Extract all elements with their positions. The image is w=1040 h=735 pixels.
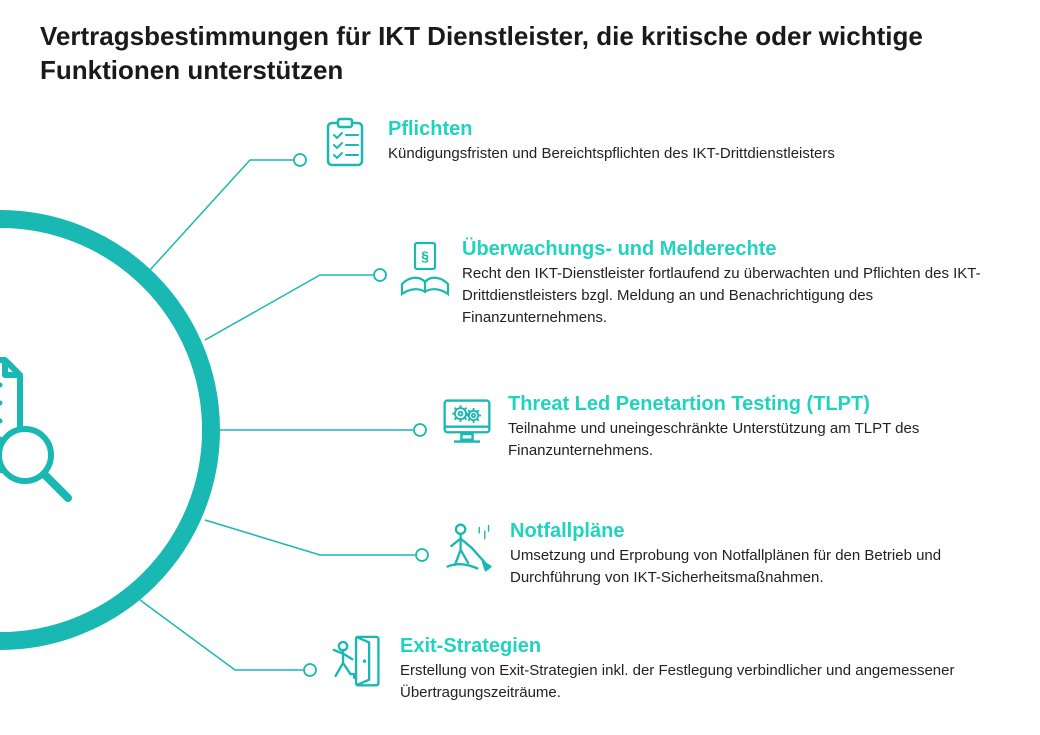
item-text-exit: Exit-StrategienErstellung von Exit-Strat… xyxy=(400,635,960,704)
item-desc: Teilnahme und uneingeschränkte Unterstüt… xyxy=(508,418,1018,462)
item-desc: Erstellung von Exit-Strategien inkl. der… xyxy=(400,660,960,704)
item-desc: Umsetzung und Erprobung von Notfallpläne… xyxy=(510,545,1020,589)
monitor-gears-icon xyxy=(440,395,494,449)
person-dig-icon xyxy=(442,520,496,574)
exit-door-icon xyxy=(330,635,384,689)
connector-canvas xyxy=(0,0,1040,735)
item-text-ueberwachung: Überwachungs- und MelderechteRecht den I… xyxy=(462,238,1002,328)
item-text-tlpt: Threat Led Penetartion Testing (TLPT)Tei… xyxy=(508,393,1018,462)
law-book-icon: § xyxy=(398,243,452,297)
item-title: Überwachungs- und Melderechte xyxy=(462,238,1002,261)
item-title: Exit-Strategien xyxy=(400,635,960,658)
svg-text:§: § xyxy=(421,248,429,264)
item-text-notfallplaene: NotfallpläneUmsetzung und Erprobung von … xyxy=(510,520,1020,589)
item-text-pflichten: PflichtenKündigungsfristen und Bereichts… xyxy=(388,118,908,165)
item-desc: Kündigungsfristen und Bereichtspflichten… xyxy=(388,143,908,165)
item-title: Threat Led Penetartion Testing (TLPT) xyxy=(508,393,1018,416)
item-title: Pflichten xyxy=(388,118,908,141)
item-title: Notfallpläne xyxy=(510,520,1020,543)
clipboard-check-icon xyxy=(318,115,372,169)
item-desc: Recht den IKT-Dienstleister fortlaufend … xyxy=(462,263,1002,328)
